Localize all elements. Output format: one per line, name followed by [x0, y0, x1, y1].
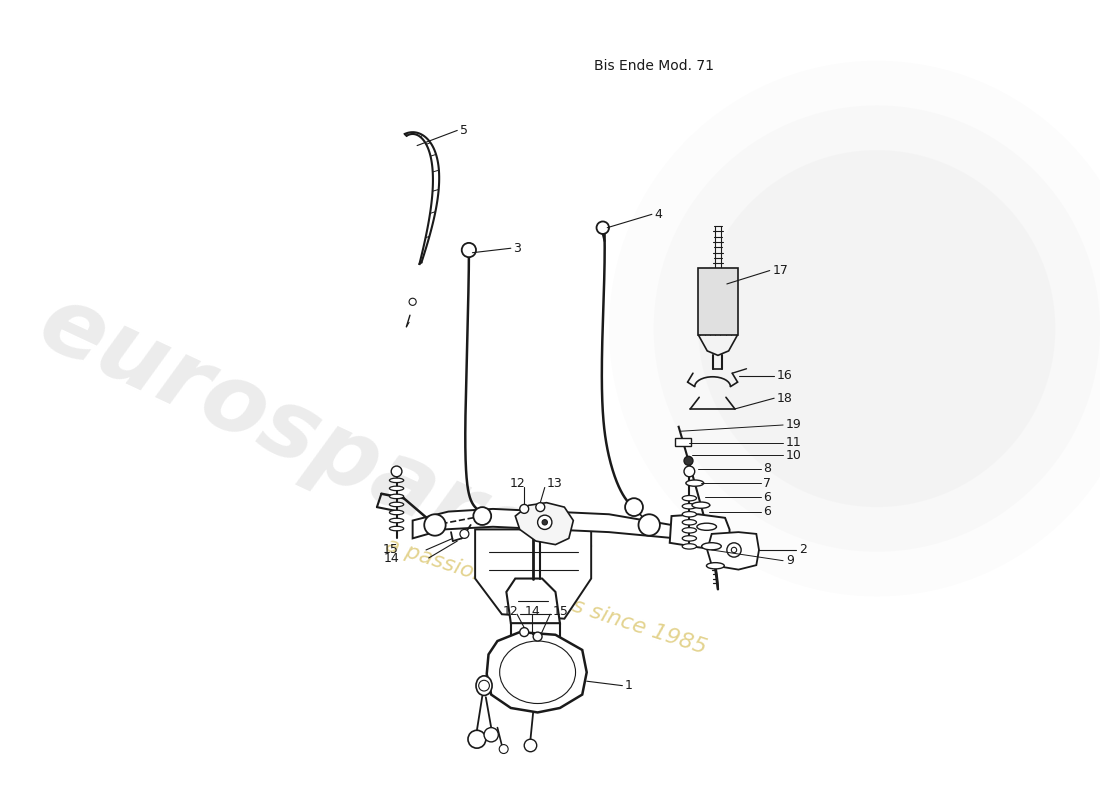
Text: 12: 12 [503, 605, 519, 618]
Circle shape [727, 543, 741, 557]
Circle shape [409, 298, 416, 306]
Ellipse shape [682, 544, 696, 549]
Ellipse shape [686, 480, 704, 486]
Text: 6: 6 [763, 505, 771, 518]
Circle shape [698, 150, 1055, 507]
Ellipse shape [702, 542, 722, 550]
Circle shape [460, 530, 469, 538]
Text: 8: 8 [763, 462, 771, 475]
Ellipse shape [706, 562, 724, 569]
Circle shape [392, 466, 402, 477]
Circle shape [625, 498, 642, 516]
Ellipse shape [692, 502, 710, 508]
Text: 18: 18 [777, 392, 793, 405]
Text: 6: 6 [763, 491, 771, 504]
Ellipse shape [476, 676, 492, 695]
Circle shape [520, 628, 529, 637]
Circle shape [538, 515, 552, 530]
Text: 17: 17 [772, 264, 789, 277]
Text: 5: 5 [460, 124, 467, 137]
Ellipse shape [682, 536, 696, 541]
Text: Bis Ende Mod. 71: Bis Ende Mod. 71 [594, 59, 714, 73]
Text: 11: 11 [785, 436, 802, 450]
Text: 2: 2 [800, 543, 807, 557]
Ellipse shape [682, 495, 696, 501]
Circle shape [499, 745, 508, 754]
Circle shape [478, 680, 490, 691]
Circle shape [468, 730, 486, 748]
Text: a passion for parts since 1985: a passion for parts since 1985 [384, 535, 710, 658]
Circle shape [520, 505, 529, 514]
Circle shape [609, 61, 1100, 596]
Polygon shape [515, 502, 573, 545]
Text: 15: 15 [383, 543, 398, 557]
Circle shape [536, 502, 544, 511]
Ellipse shape [389, 478, 404, 482]
Ellipse shape [697, 523, 716, 530]
Text: 14: 14 [384, 551, 399, 565]
Circle shape [684, 456, 693, 466]
Circle shape [596, 222, 609, 234]
Bar [698, 268, 738, 335]
Circle shape [425, 514, 446, 536]
Ellipse shape [499, 641, 575, 703]
Circle shape [525, 739, 537, 752]
Text: 14: 14 [525, 605, 540, 618]
Ellipse shape [682, 520, 696, 525]
Text: 16: 16 [777, 370, 793, 382]
Ellipse shape [682, 528, 696, 533]
Circle shape [534, 632, 542, 641]
Text: 7: 7 [763, 477, 771, 490]
Ellipse shape [389, 486, 404, 490]
Text: 3: 3 [514, 242, 521, 254]
Polygon shape [707, 532, 759, 570]
Ellipse shape [389, 526, 404, 530]
Circle shape [684, 466, 695, 477]
Polygon shape [506, 578, 560, 623]
Text: 13: 13 [547, 477, 562, 490]
Circle shape [542, 520, 548, 525]
Circle shape [462, 243, 476, 257]
Text: 9: 9 [785, 554, 794, 567]
Ellipse shape [389, 510, 404, 514]
Polygon shape [475, 530, 591, 618]
Ellipse shape [389, 494, 404, 498]
Ellipse shape [389, 518, 404, 522]
Bar [675, 438, 691, 446]
Text: 1: 1 [625, 679, 632, 692]
Ellipse shape [389, 502, 404, 506]
Circle shape [473, 507, 492, 525]
Text: 10: 10 [785, 449, 802, 462]
Circle shape [732, 547, 737, 553]
Circle shape [484, 728, 498, 742]
Polygon shape [670, 514, 729, 550]
Text: 12: 12 [510, 477, 526, 490]
Text: 4: 4 [654, 208, 662, 221]
Polygon shape [412, 509, 676, 538]
Ellipse shape [682, 503, 696, 509]
Text: eurospares: eurospares [24, 277, 605, 613]
Circle shape [638, 514, 660, 536]
Text: 15: 15 [553, 605, 569, 618]
Text: 19: 19 [785, 418, 802, 431]
Circle shape [653, 106, 1100, 552]
Ellipse shape [682, 511, 696, 517]
Polygon shape [486, 632, 586, 713]
